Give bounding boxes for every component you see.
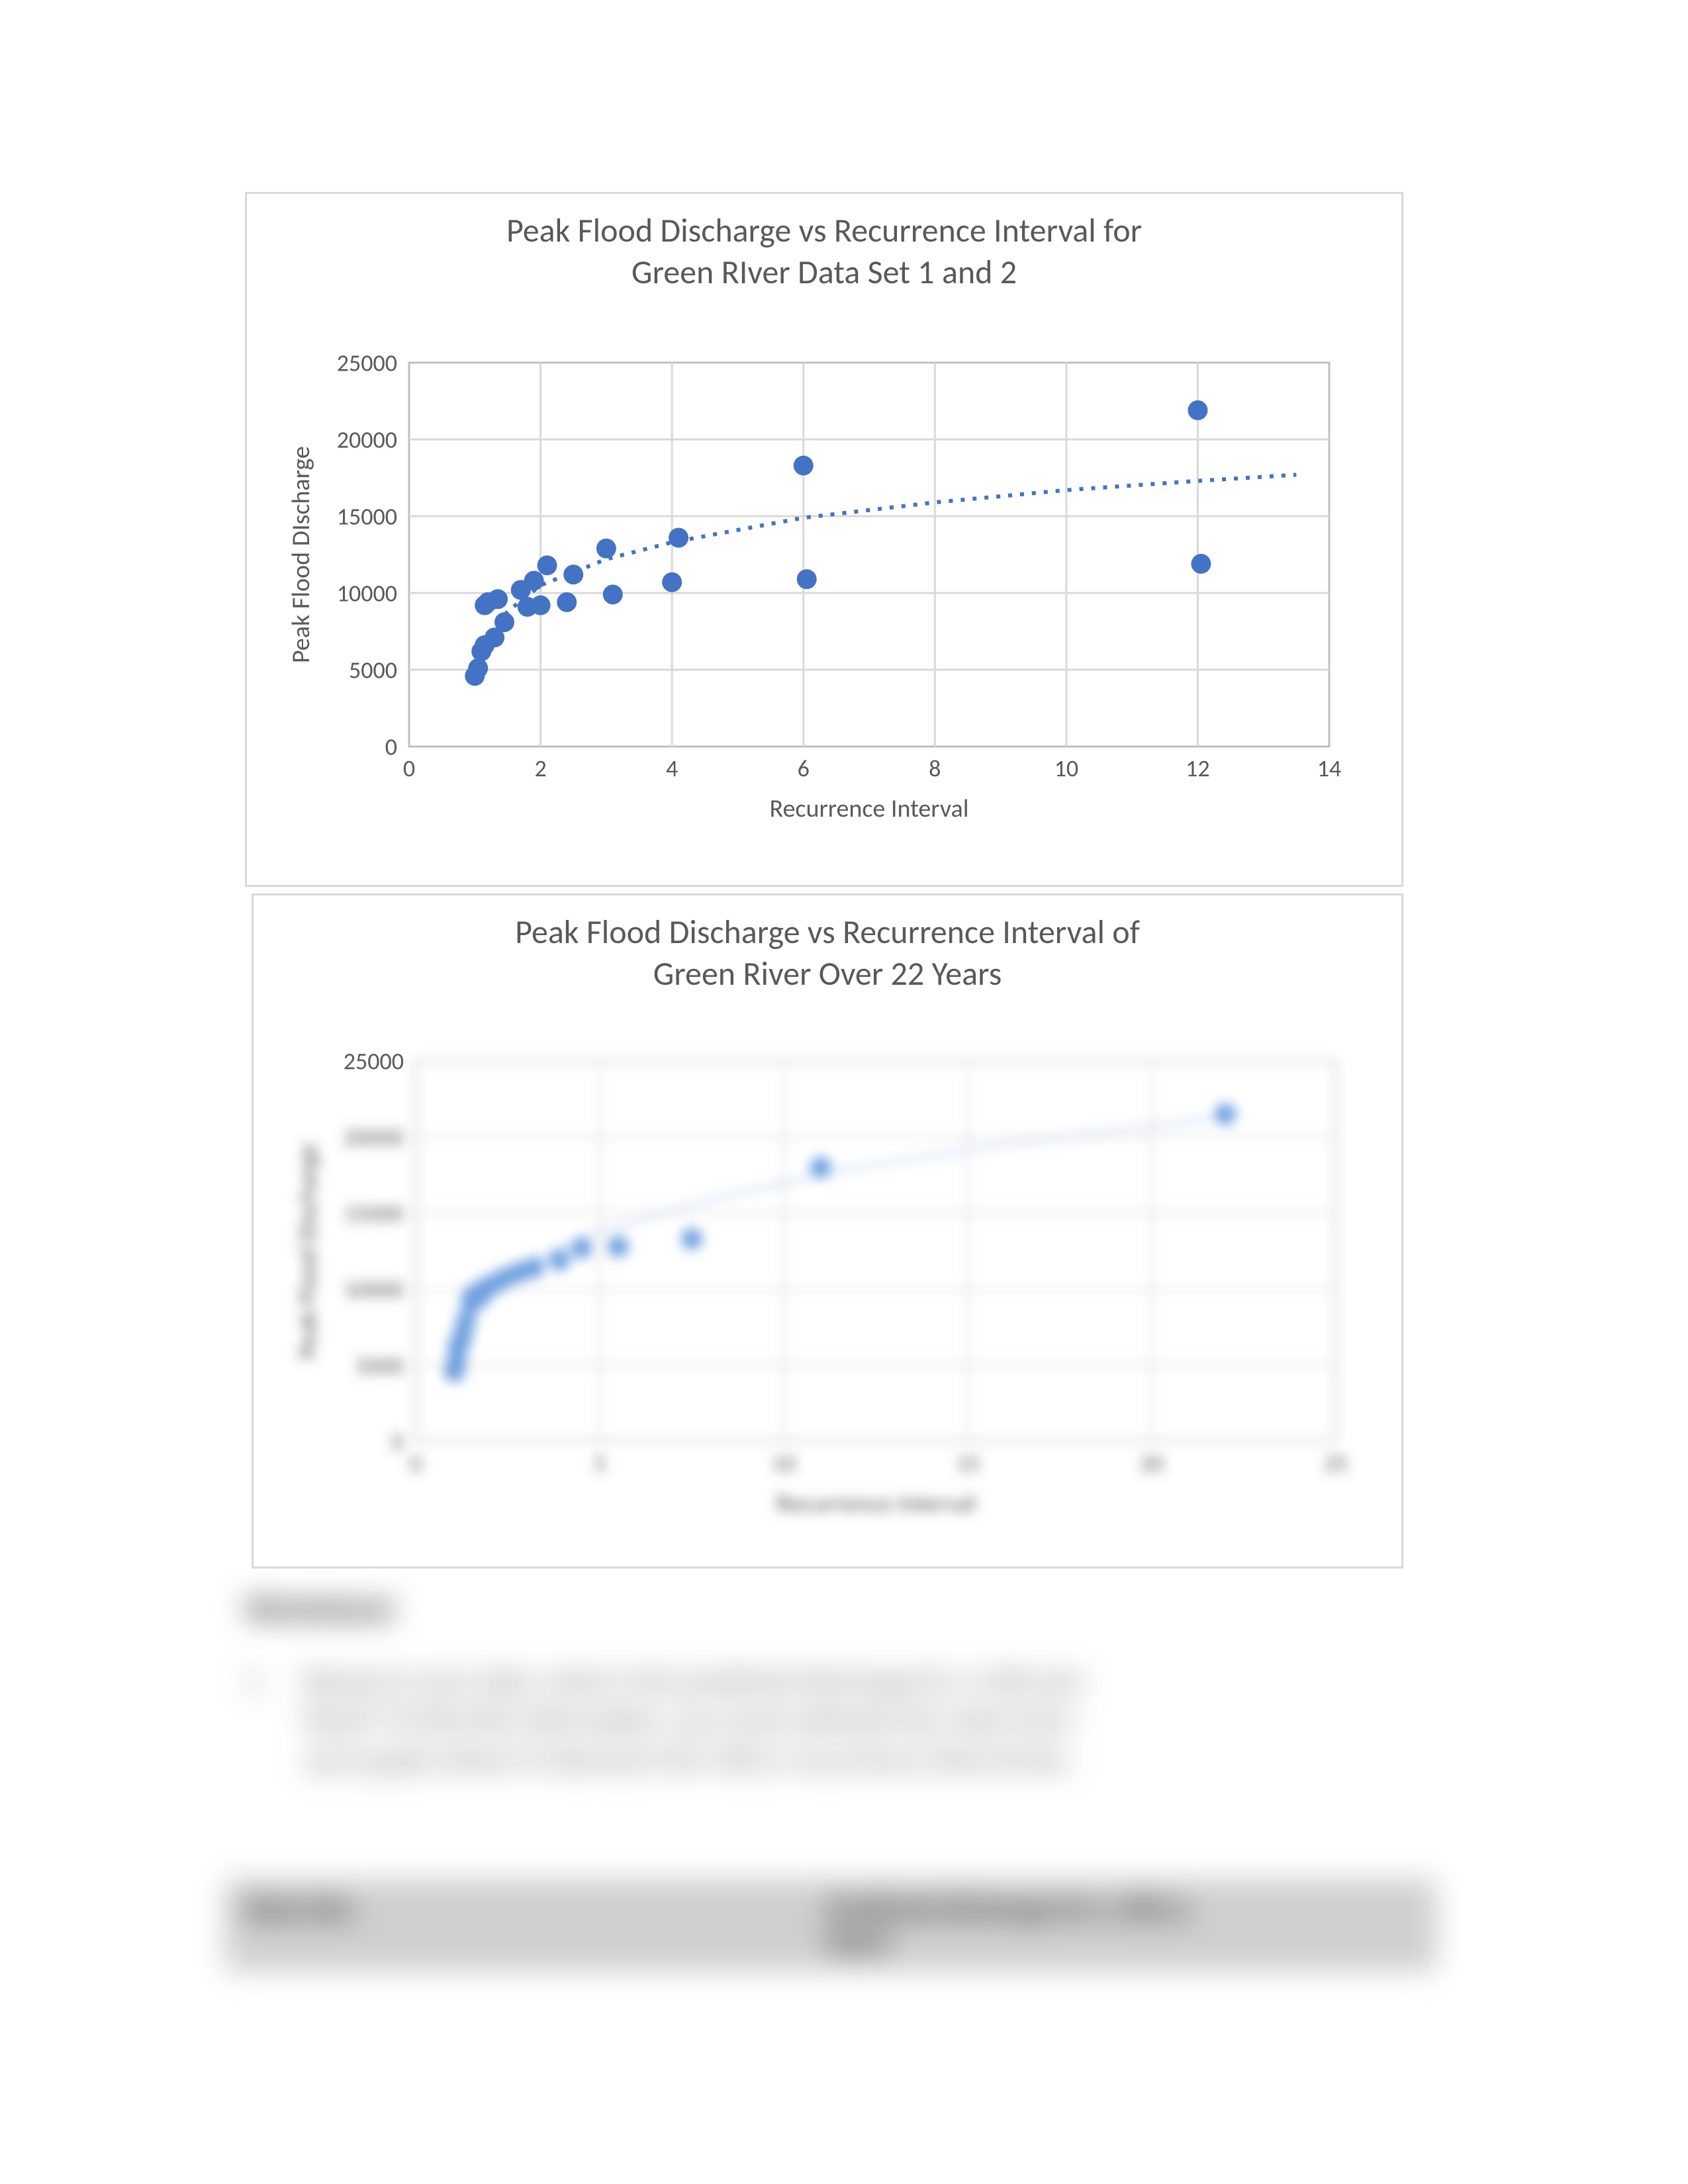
svg-text:15: 15 [956, 1449, 980, 1478]
table-col2-line1: Predicted discharge for a 100 yr [827, 1891, 1417, 1925]
svg-text:10: 10 [772, 1449, 796, 1478]
svg-text:Peak Flood Discharge: Peak Flood Discharge [293, 1143, 323, 1359]
svg-text:25000: 25000 [344, 1047, 404, 1076]
worksheet-heading-text: Worksheet [245, 1588, 395, 1629]
svg-text:Recurrence Interval: Recurrence Interval [776, 1488, 976, 1519]
svg-text:20: 20 [1140, 1449, 1164, 1478]
table-col2-line2: flood [827, 1925, 1417, 1959]
svg-text:6: 6 [798, 754, 810, 783]
svg-text:14: 14 [1317, 754, 1342, 783]
svg-text:20000: 20000 [344, 1123, 404, 1152]
svg-text:0: 0 [392, 1428, 404, 1457]
svg-text:25: 25 [1324, 1449, 1348, 1478]
svg-text:20000: 20000 [337, 426, 397, 455]
svg-text:5000: 5000 [349, 656, 397, 685]
chart1-panel: Peak Flood Discharge vs Recurrence Inter… [245, 192, 1403, 887]
question-line3: your graph where it intersects the 100 y… [305, 1740, 1417, 1779]
svg-text:0: 0 [403, 754, 415, 783]
chart2-plot: 0 5 10 15 20 25 0 5000 10000 15000 20000 Recurrence… [254, 895, 1405, 1570]
table-header-row: Data Sets Predicted discharge for a 100 … [225, 1880, 1436, 1971]
chart1-plot: 0 2 4 6 8 10 12 14 0 5000 10000 15000 20000 25000 Recu… [247, 194, 1405, 889]
question-line2: flood? To find this information, you mus… [305, 1700, 1417, 1739]
svg-text:10: 10 [1055, 754, 1079, 783]
svg-text:15000: 15000 [337, 502, 397, 531]
svg-text:15000: 15000 [344, 1199, 404, 1228]
svg-text:10000: 10000 [337, 579, 397, 608]
worksheet-heading: Worksheet [245, 1588, 395, 1629]
svg-text:5: 5 [594, 1449, 606, 1478]
svg-text:0: 0 [410, 1449, 422, 1478]
table-col1: Data Sets [245, 1891, 827, 1959]
svg-text:4: 4 [666, 754, 678, 783]
svg-text:12: 12 [1186, 754, 1210, 783]
svg-text:8: 8 [929, 754, 941, 783]
page: Peak Flood Discharge vs Recurrence Inter… [0, 0, 1688, 2184]
question-line1: Based on your data, what is the predicte… [305, 1661, 1417, 1700]
question-number: 1. [245, 1661, 305, 1779]
svg-text:0: 0 [385, 733, 397, 762]
svg-text:10000: 10000 [344, 1275, 404, 1304]
svg-text:Peak Flood DIscharge: Peak Flood DIscharge [286, 446, 316, 663]
svg-text:25000: 25000 [337, 349, 397, 378]
chart2-panel: Peak Flood Discharge vs Recurrence Inter… [252, 893, 1403, 1569]
svg-text:Recurrence Interval: Recurrence Interval [770, 794, 969, 824]
svg-text:5000: 5000 [355, 1351, 404, 1381]
svg-text:2: 2 [534, 754, 546, 783]
question-1: 1. Based on your data, what is the predi… [245, 1661, 1417, 1779]
